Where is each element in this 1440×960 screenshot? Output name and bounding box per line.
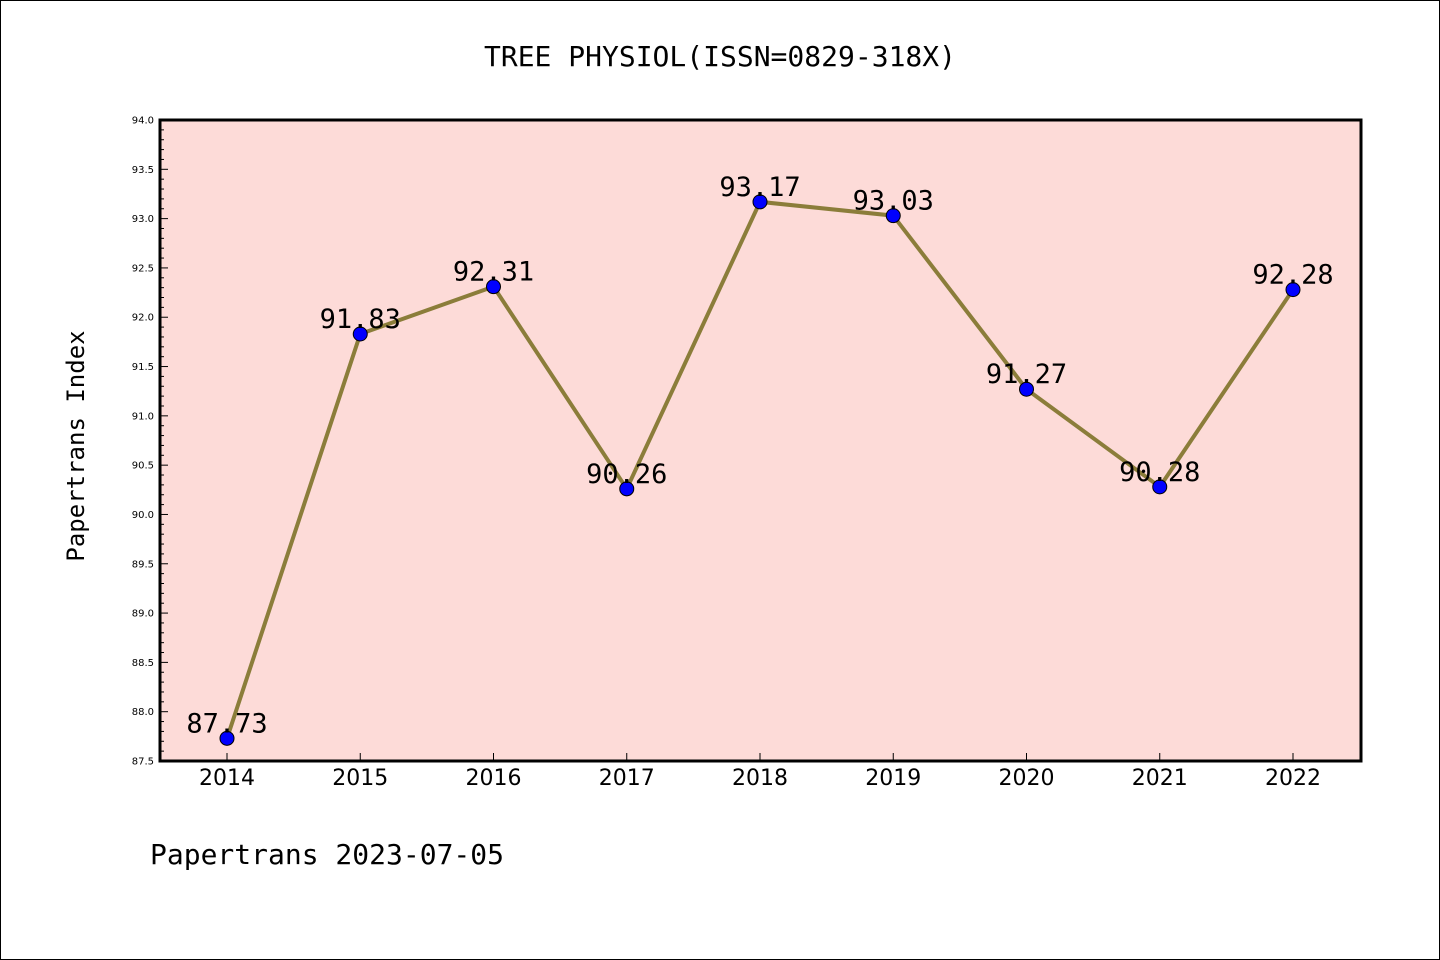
data-label: 90.26: [586, 459, 667, 490]
y-tick-label: 94.0: [132, 116, 154, 127]
data-point: [619, 481, 635, 497]
data-markers: [219, 194, 1301, 746]
chart-title: TREE PHYSIOL(ISSN=0829-318X): [484, 40, 956, 73]
x-axis-ticks: 2014 2015 2016 2017 2018 2019 2020 2021 2022: [199, 753, 1321, 791]
x-tick-label: 2020: [999, 766, 1055, 791]
data-point: [219, 730, 235, 746]
x-tick-label: 2014: [199, 766, 255, 791]
data-label: 92.28: [1252, 260, 1333, 291]
y-tick-label: 92.0: [132, 313, 154, 324]
y-tick-label: 93.0: [132, 214, 154, 225]
y-tick-label: 93.5: [132, 165, 154, 176]
data-point: [1019, 381, 1034, 397]
x-tick-label: 2016: [466, 766, 522, 791]
footer-text: Papertrans 2023-07-05: [150, 838, 504, 871]
y-tick-label: 87.5: [132, 757, 154, 768]
data-label: 93.17: [719, 172, 800, 203]
y-axis-label: Papertrans Index: [62, 330, 90, 561]
data-label: 93.03: [853, 186, 934, 217]
data-point: [752, 194, 768, 210]
y-tick-label: 92.5: [132, 263, 154, 274]
data-point: [352, 326, 368, 342]
y-tick-label: 91.5: [132, 362, 154, 373]
data-point: [1285, 282, 1301, 298]
plot-area: [160, 120, 1361, 761]
data-labels: 87.73 91.83 92.31 90.26 93.17 93.03 91.27 90.28…: [186, 172, 1333, 739]
y-tick-label: 89.5: [132, 559, 154, 570]
data-point: [486, 279, 501, 295]
x-tick-label: 2021: [1132, 766, 1188, 791]
y-tick-label: 88.5: [132, 658, 154, 669]
y-tick-label: 90.0: [132, 510, 154, 521]
data-point: [1152, 479, 1168, 495]
x-tick-label: 2017: [599, 766, 655, 791]
plot-border: [158, 118, 1363, 763]
y-tick-label: 90.5: [132, 461, 154, 472]
data-label: 87.73: [186, 708, 267, 739]
x-tick-label: 2022: [1265, 766, 1321, 791]
data-label: 91.27: [986, 359, 1067, 390]
data-label: 90.28: [1119, 457, 1200, 488]
x-tick-label: 2018: [732, 766, 788, 791]
y-tick-label: 89.0: [132, 609, 154, 620]
x-tick-label: 2015: [332, 766, 388, 791]
y-tick-label: 88.0: [132, 707, 154, 718]
data-point: [885, 208, 901, 224]
data-label: 91.83: [320, 304, 401, 335]
y-tick-label: 91.0: [132, 411, 154, 422]
data-label: 92.31: [453, 257, 534, 288]
x-tick-label: 2019: [865, 766, 921, 791]
